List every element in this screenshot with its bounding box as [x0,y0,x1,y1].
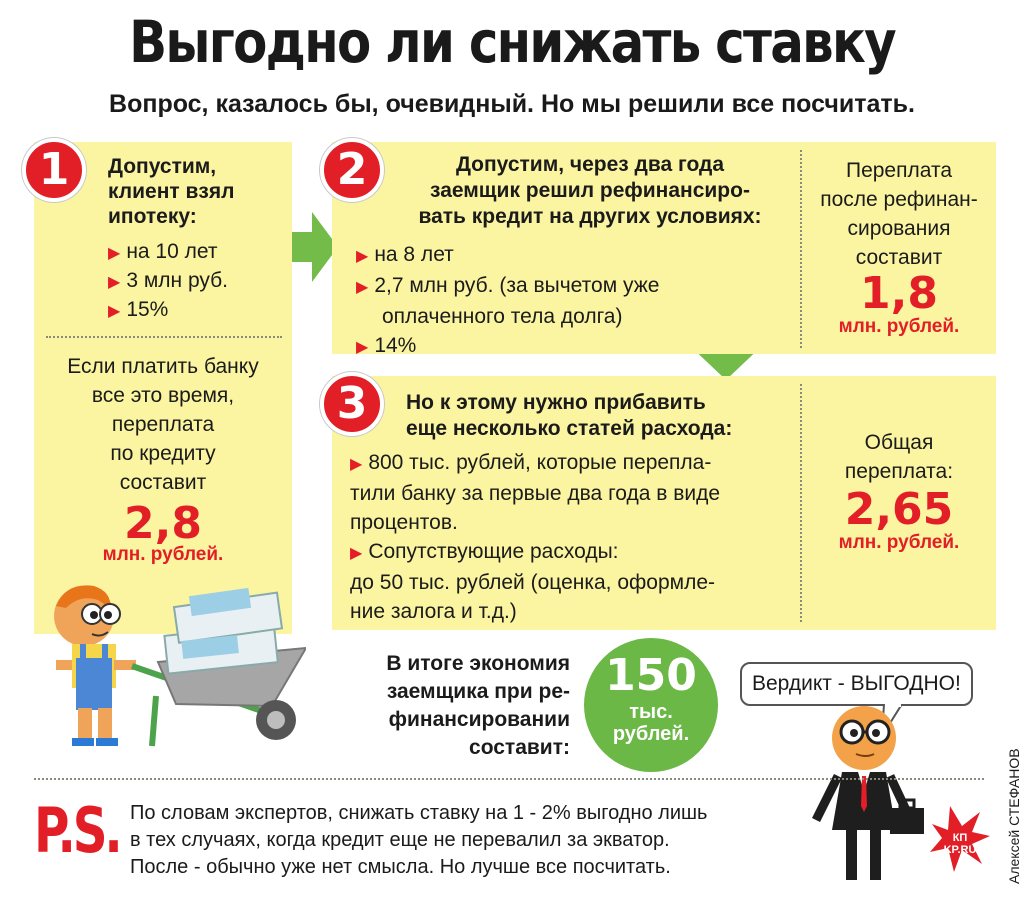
kp-logo-icon [930,806,990,872]
verdict-bubble: Вердикт - ВЫГОДНО! [740,662,973,706]
divider [34,778,984,780]
divider [800,150,802,348]
step1-text: Если платить банку все это время, перепл… [67,355,259,494]
step2-bullets: ▶ на 8 лет ▶ 2,7 млн руб. (за вычетом уже … [356,240,659,362]
bullet-arrow-icon: ▶ [108,245,121,262]
page-subtitle: Вопрос, казалось бы, очевидный. Но мы ре… [109,90,915,118]
summary-text: В итоге экономия заемщика при ре- финанс… [386,652,570,759]
step2-number-badge: 2 [320,138,384,202]
list-item: ▶ на 8 лет [356,243,454,266]
list-item: ▶ Сопутствующие расходы: [350,540,619,563]
step3-unit: млн. рублей. [838,532,960,553]
bullet-arrow-icon: ▶ [108,274,121,291]
bullet-arrow-icon: ▶ [356,279,369,296]
bullet-arrow-icon: ▶ [350,456,363,473]
list-item: оплаченного тела долга) [382,305,623,328]
step3-side-text: Общая переплата: [844,431,954,483]
divider [800,384,802,622]
step1-bullets: ▶ на 10 лет ▶ 3 млн руб. ▶ 15% [108,238,228,325]
step1-heading: Допустим, клиент взял ипотеку: [108,155,235,228]
divider [46,336,282,338]
list-item: ▶ 14% [356,334,417,357]
businessman-illustration [812,706,924,880]
bullet-arrow-icon: ▶ [356,339,369,356]
step2-side-text: Переплата после рефинан- сирования соста… [820,159,978,269]
step1-panel [34,142,292,634]
ps-text: По словам экспертов, снижать ставку на 1… [130,802,708,878]
bullet-arrow-icon: ▶ [350,545,363,562]
kp-logo-text: КП KP.RU [943,832,977,856]
arrow-right-icon [292,212,338,282]
step2-value: 1,8 [860,268,938,319]
list-item: ▶ 3 млн руб. [108,269,228,292]
step1-value: 2,8 [124,498,202,549]
boy-wheelbarrow-illustration [54,585,306,747]
author-credit: Алексей СТЕФАНОВ [1006,748,1022,884]
step3-heading: Но к этому нужно прибавить еще несколько… [406,391,733,440]
step1-unit: млн. рублей. [102,544,224,565]
step2-unit: млн. рублей. [838,316,960,337]
step1-number-badge: 1 [22,138,86,202]
list-item: ▶ на 10 лет [108,240,218,263]
step2-panel [332,142,996,354]
list-item: ▶ 15% [108,298,169,321]
list-item: ▶ 2,7 млн руб. (за вычетом уже [356,274,660,297]
bullet-arrow-icon: ▶ [108,303,121,320]
step3-panel [332,376,996,630]
step3-value: 2,65 [844,484,954,535]
step2-heading: Допустим, через два года заемщик решил р… [418,153,762,228]
step3-bullets: ▶ 800 тыс. рублей, которые перепла- тили … [350,448,800,626]
bullet-arrow-icon: ▶ [356,248,369,265]
page-title: Выгодно ли снижать ставку [129,8,897,76]
list-item: ▶ 800 тыс. рублей, которые перепла- [350,451,712,474]
step3-number-badge: 3 [320,372,384,436]
ps-label: P.S. [34,794,123,867]
savings-badge: 150 тыс. рублей. [584,638,718,772]
